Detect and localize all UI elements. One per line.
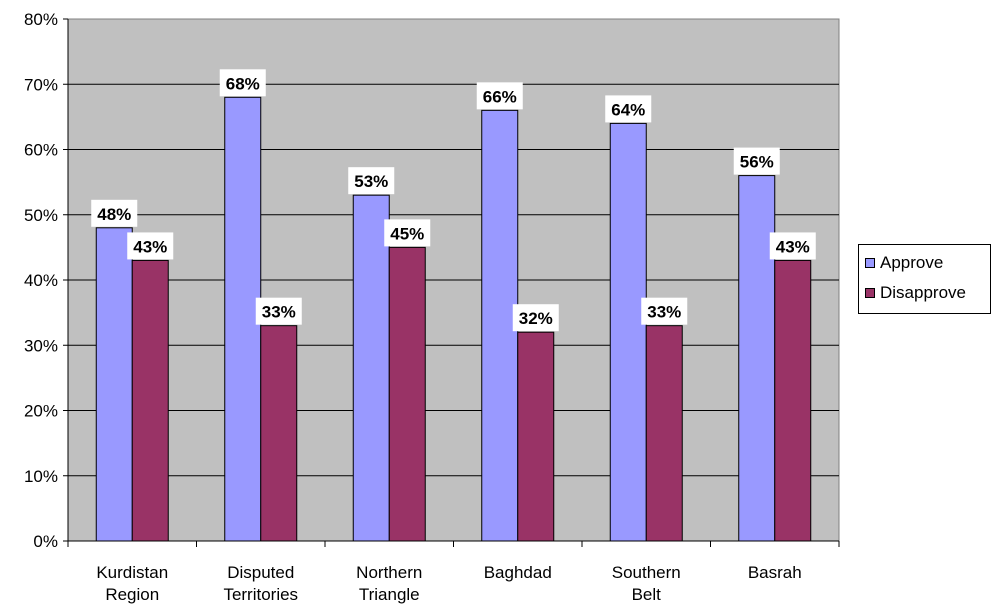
chart-legend: Approve Disapprove <box>858 244 991 314</box>
x-tick-label: Baghdad <box>484 563 552 582</box>
x-tick-label: Disputed Territories <box>223 563 298 604</box>
data-label-box <box>127 232 174 260</box>
data-label-box <box>641 297 688 325</box>
legend-label-approve: Approve <box>880 253 944 272</box>
data-label-box <box>769 232 816 260</box>
data-label-box <box>512 304 559 332</box>
y-tick-label: 70% <box>24 75 58 94</box>
y-tick-label: 10% <box>24 467 58 486</box>
data-label: 43% <box>776 237 810 256</box>
bar-approve <box>352 194 390 542</box>
data-label: 33% <box>262 303 296 322</box>
bar-disapprove <box>774 259 812 542</box>
bar-disapprove <box>260 325 298 542</box>
bar-disapprove <box>131 259 169 542</box>
data-label: 48% <box>97 205 131 224</box>
data-label: 64% <box>611 100 645 119</box>
x-tick-label: Kurdistan Region <box>96 563 168 604</box>
y-tick-label: 20% <box>24 402 58 421</box>
bar-approve <box>738 175 776 542</box>
data-label: 53% <box>354 172 388 191</box>
bar-approve <box>609 122 647 542</box>
legend-item-disapprove: Disapprove <box>865 283 966 303</box>
y-tick-label: 50% <box>24 206 58 225</box>
data-label: 33% <box>647 303 681 322</box>
data-label-box <box>384 219 431 247</box>
bar-disapprove <box>388 246 426 542</box>
data-label-box <box>476 82 523 110</box>
legend-item-approve: Approve <box>865 253 943 273</box>
legend-swatch-approve <box>865 258 875 268</box>
legend-label-disapprove: Disapprove <box>880 283 966 302</box>
y-tick-label: 60% <box>24 141 58 160</box>
data-label: 45% <box>390 224 424 243</box>
data-label-box <box>733 147 780 175</box>
data-label: 43% <box>133 237 167 256</box>
data-label-box <box>91 199 138 227</box>
bar-disapprove <box>517 331 555 542</box>
y-tick-label: 40% <box>24 271 58 290</box>
legend-swatch-disapprove <box>865 288 875 298</box>
x-tick-label: Southern Belt <box>612 563 681 604</box>
data-label-box <box>219 69 266 97</box>
data-label-box <box>255 297 302 325</box>
data-label: 32% <box>519 309 553 328</box>
y-tick-label: 0% <box>33 532 58 551</box>
data-label: 66% <box>483 87 517 106</box>
bar-approve <box>224 96 262 542</box>
y-tick-label: 80% <box>24 10 58 29</box>
data-label: 68% <box>226 74 260 93</box>
data-label: 56% <box>740 153 774 172</box>
x-tick-label: Basrah <box>748 563 802 582</box>
data-label-box <box>605 95 652 123</box>
bar-disapprove <box>645 325 683 542</box>
bar-approve <box>95 227 133 542</box>
x-tick-label: Northern Triangle <box>356 563 422 604</box>
y-tick-label: 30% <box>24 336 58 355</box>
bar-approve <box>481 109 519 542</box>
data-label-box <box>348 167 395 195</box>
